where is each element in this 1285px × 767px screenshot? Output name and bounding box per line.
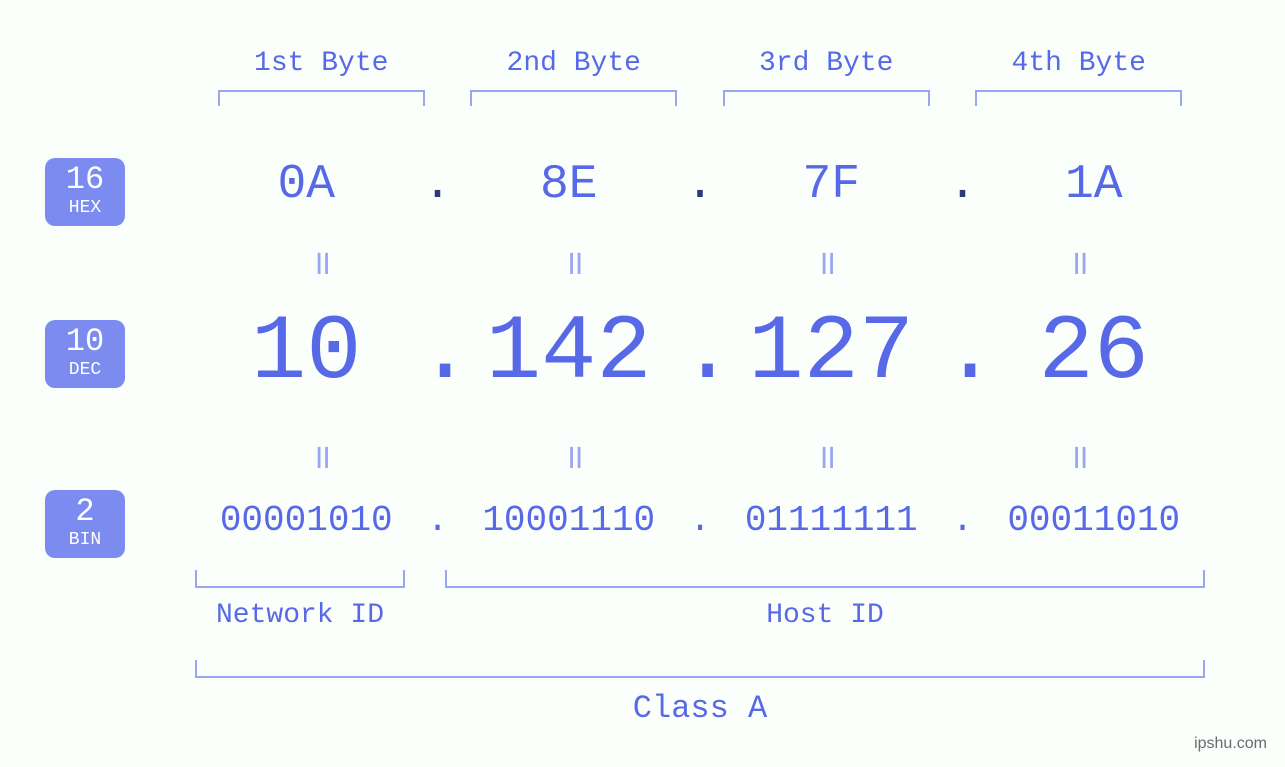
separator-dot: . (418, 500, 458, 541)
separator-dot: . (418, 158, 458, 212)
hex-value: 1A (983, 158, 1206, 212)
separator-dot: . (943, 158, 983, 212)
equals-icon: ॥ (953, 432, 1206, 479)
byte-header: 4th Byte (953, 48, 1206, 79)
separator-dot: . (680, 500, 720, 541)
base-number: 16 (45, 164, 125, 196)
separator-dot: . (680, 158, 720, 212)
hex-value: 0A (195, 158, 418, 212)
byte-header: 2nd Byte (448, 48, 701, 79)
host-id-label: Host ID (445, 600, 1205, 631)
bracket-top (723, 90, 930, 106)
equals-icon: ॥ (195, 432, 448, 479)
dec-value: 10 (195, 300, 418, 405)
base-text: HEX (45, 198, 125, 218)
equals-row: ॥ ॥ ॥ ॥ (195, 432, 1205, 479)
dec-value: 127 (720, 300, 943, 405)
equals-icon: ॥ (195, 238, 448, 285)
byte-header-brackets (195, 90, 1205, 106)
separator-dot: . (943, 500, 983, 541)
separator-dot: . (680, 300, 720, 405)
network-id-bracket (195, 570, 405, 588)
equals-icon: ॥ (448, 432, 701, 479)
class-bracket (195, 660, 1205, 678)
id-brackets (195, 570, 1205, 588)
equals-icon: ॥ (700, 238, 953, 285)
base-badge-dec: 10 DEC (45, 320, 125, 388)
bin-value: 00001010 (195, 500, 418, 541)
byte-header: 3rd Byte (700, 48, 953, 79)
base-badge-bin: 2 BIN (45, 490, 125, 558)
bracket-top (975, 90, 1182, 106)
base-number: 10 (45, 326, 125, 358)
host-id-bracket (445, 570, 1205, 588)
watermark: ipshu.com (1194, 735, 1267, 753)
dec-value: 142 (458, 300, 681, 405)
equals-icon: ॥ (700, 432, 953, 479)
bracket-top (470, 90, 677, 106)
base-text: BIN (45, 530, 125, 550)
separator-dot: . (418, 300, 458, 405)
network-id-label: Network ID (195, 600, 405, 631)
equals-icon: ॥ (953, 238, 1206, 285)
id-labels: Network ID Host ID (195, 600, 1205, 631)
base-badge-hex: 16 HEX (45, 158, 125, 226)
equals-icon: ॥ (448, 238, 701, 285)
byte-header-row: 1st Byte 2nd Byte 3rd Byte 4th Byte (195, 48, 1205, 79)
bracket-top (218, 90, 425, 106)
hex-row: 0A . 8E . 7F . 1A (195, 158, 1205, 212)
base-text: DEC (45, 360, 125, 380)
bin-value: 10001110 (458, 500, 681, 541)
base-number: 2 (45, 496, 125, 528)
bin-row: 00001010 . 10001110 . 01111111 . 0001101… (195, 500, 1205, 541)
byte-header: 1st Byte (195, 48, 448, 79)
class-label: Class A (195, 690, 1205, 727)
dec-row: 10 . 142 . 127 . 26 (195, 300, 1205, 405)
bin-value: 00011010 (983, 500, 1206, 541)
separator-dot: . (943, 300, 983, 405)
hex-value: 8E (458, 158, 681, 212)
equals-row: ॥ ॥ ॥ ॥ (195, 238, 1205, 285)
dec-value: 26 (983, 300, 1206, 405)
hex-value: 7F (720, 158, 943, 212)
bin-value: 01111111 (720, 500, 943, 541)
